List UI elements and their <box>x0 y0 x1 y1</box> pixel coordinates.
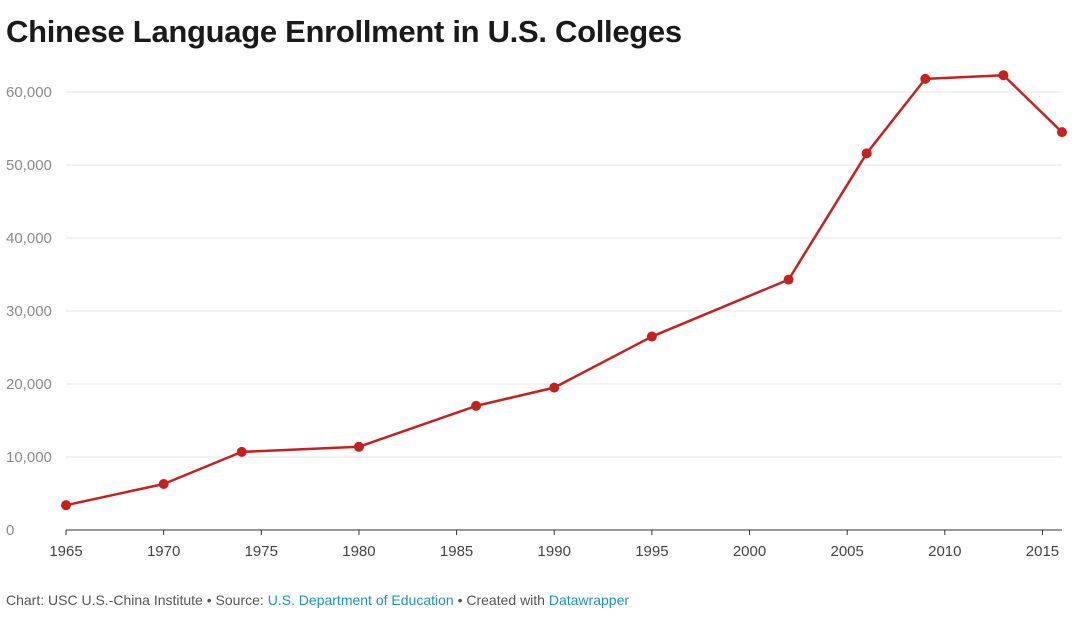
data-point[interactable] <box>920 73 931 84</box>
y-axis-tick-labels: 0 10,000 20,000 30,000 40,000 50,000 60,000 <box>6 84 52 539</box>
y-tick-label: 0 <box>6 522 14 539</box>
data-point[interactable] <box>158 479 169 490</box>
source-link[interactable]: U.S. Department of Education <box>267 592 454 608</box>
x-tick-label: 2005 <box>830 543 863 560</box>
series <box>61 70 1067 511</box>
y-tick-label: 10,000 <box>6 449 52 466</box>
x-tick-label: 1975 <box>245 543 278 560</box>
chart-credit: Chart: USC U.S.-China Institute <box>6 592 203 608</box>
chart-title: Chinese Language Enrollment in U.S. Coll… <box>6 14 682 49</box>
datawrapper-link[interactable]: Datawrapper <box>548 592 630 608</box>
data-point[interactable] <box>1057 127 1067 138</box>
x-tick-label: 1980 <box>342 543 375 560</box>
data-point[interactable] <box>61 500 71 511</box>
data-point[interactable] <box>353 441 364 452</box>
data-point[interactable] <box>998 70 1009 81</box>
data-point[interactable] <box>549 382 560 393</box>
gridlines <box>66 91 1062 458</box>
x-axis: 1965 1970 1975 1980 1985 1990 1995 2000 2005 2010… <box>49 529 1062 560</box>
y-tick-label: 60,000 <box>6 84 52 101</box>
tool-separator: • Created with <box>453 592 549 608</box>
x-tick-label: 1995 <box>635 543 668 560</box>
y-tick-label: 30,000 <box>6 303 52 320</box>
source-separator: • Source: <box>202 592 268 608</box>
x-tick-label: 1965 <box>49 543 82 560</box>
chart-footer: Chart: USC U.S.-China Institute • Source… <box>6 592 629 608</box>
x-tick-label: 1985 <box>440 543 473 560</box>
y-tick-label: 40,000 <box>6 230 52 247</box>
data-point[interactable] <box>471 400 482 411</box>
y-tick-label: 50,000 <box>6 157 52 174</box>
y-tick-label: 20,000 <box>6 376 52 393</box>
x-tick-label: 2010 <box>928 543 961 560</box>
x-tick-label: 1970 <box>147 543 180 560</box>
x-tick-label: 2015 <box>1026 543 1059 560</box>
data-point[interactable] <box>646 331 657 342</box>
data-point[interactable] <box>861 148 872 159</box>
x-tick-label: 1990 <box>538 543 571 560</box>
data-point[interactable] <box>236 446 247 457</box>
series-line <box>64 73 1064 507</box>
x-tick-label: 2000 <box>733 543 766 560</box>
data-point[interactable] <box>783 274 794 285</box>
